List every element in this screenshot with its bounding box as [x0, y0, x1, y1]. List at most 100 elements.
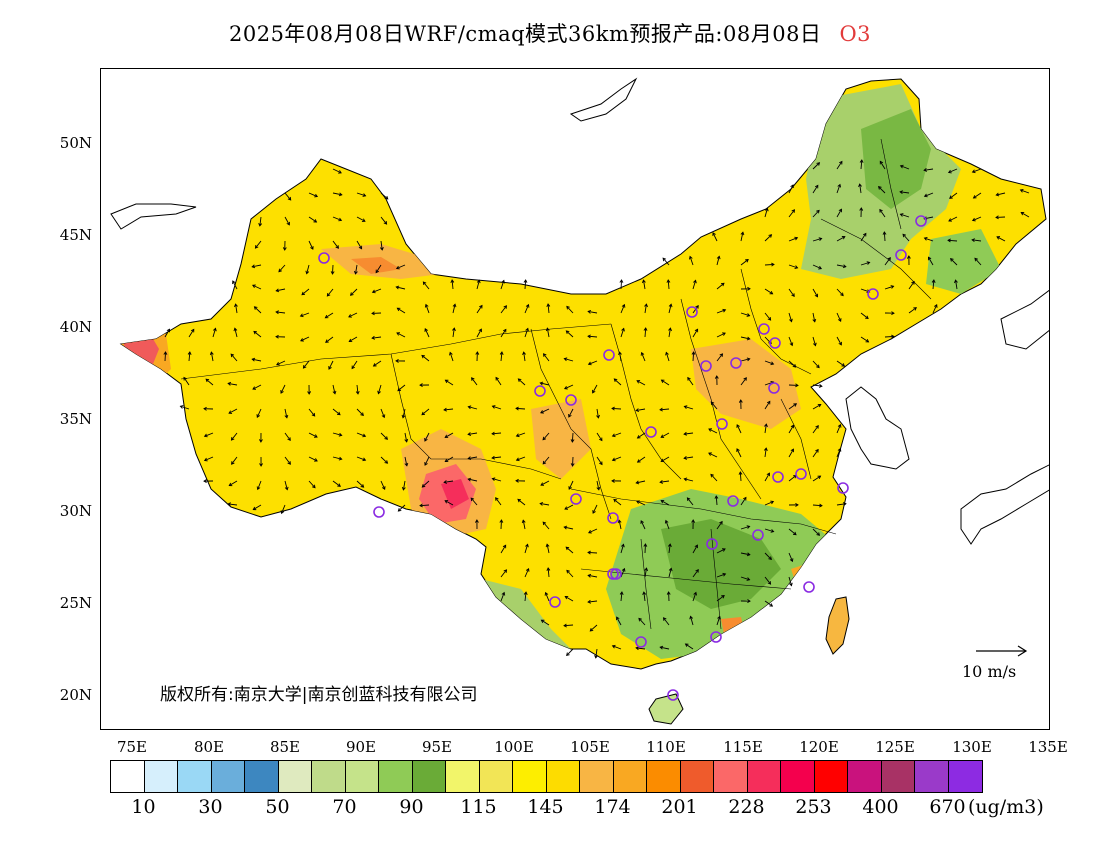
wind-arrow-head [794, 236, 799, 241]
wind-arrow [972, 239, 982, 242]
station-marker [915, 215, 927, 227]
wind-arrow-head [522, 351, 526, 356]
wind-arrow-head [789, 318, 793, 323]
wind-arrow-head [746, 336, 751, 341]
wind-arrow [860, 159, 863, 170]
wind-arrow [687, 497, 694, 506]
wind-arrow-head [379, 246, 384, 251]
wind-arrow [708, 428, 718, 434]
wind-arrow [684, 456, 694, 459]
wind-arrow [640, 520, 646, 530]
wind-arrow [328, 360, 334, 370]
wind-arrow-head [205, 378, 210, 383]
concentration-map [110, 77, 1049, 725]
wind-arrow-head [766, 400, 771, 405]
wind-arrow [710, 474, 718, 482]
wind-arrow-head [621, 327, 625, 332]
colorbar [110, 760, 983, 793]
wind-arrow [308, 216, 317, 223]
wind-arrow-head [302, 365, 307, 369]
wind-arrow-head [563, 385, 568, 390]
wind-arrow [812, 210, 820, 218]
wind-arrow-head [499, 519, 504, 523]
wind-arrow [740, 336, 750, 340]
wind-arrow-head [858, 183, 862, 188]
wind-arrow-head [694, 544, 698, 549]
wind-arrow [879, 161, 886, 170]
wind-arrow-head [599, 461, 603, 466]
wind-arrow-head [722, 332, 726, 336]
wind-arrow-head [313, 219, 318, 223]
wind-arrow [764, 312, 771, 321]
wind-arrow [643, 280, 646, 290]
wind-arrow [859, 184, 862, 194]
wind-arrow [516, 456, 526, 461]
colorbar-swatch [245, 761, 279, 792]
wind-arrow [836, 336, 842, 346]
station-marker [603, 349, 615, 361]
wind-arrow-head [859, 159, 864, 163]
wind-arrow-head [694, 328, 699, 333]
wind-arrow [812, 360, 820, 368]
wind-arrow-head [338, 456, 343, 461]
wind-arrow [788, 312, 792, 322]
wind-arrow-head [764, 207, 769, 212]
wind-arrow [452, 304, 456, 314]
colorbar-swatch [345, 761, 379, 792]
wind-arrow-head [611, 457, 616, 462]
wind-arrow [348, 312, 358, 318]
wind-arrow [332, 240, 339, 249]
wind-arrow [716, 573, 726, 578]
wind-arrow-head [253, 306, 258, 310]
wind-arrow-head [286, 221, 290, 226]
wind-arrow [452, 328, 455, 338]
wind-arrow [254, 306, 262, 314]
wind-arrow-head [611, 433, 616, 438]
wind-arrow-head [325, 339, 329, 343]
wind-arrow [812, 528, 820, 536]
wind-arrow [788, 209, 795, 218]
wind-arrow [500, 280, 505, 290]
wind-arrow-head [232, 280, 236, 285]
wind-arrow [228, 503, 238, 506]
wind-arrow-head [570, 439, 575, 443]
wind-arrow-head [662, 617, 667, 621]
wind-arrow [764, 528, 774, 533]
station-marker [373, 506, 385, 518]
wind-arrow [545, 592, 550, 602]
wind-arrow [716, 256, 720, 266]
wind-arrow [684, 406, 694, 410]
colorbar-tick-label: 174 [594, 796, 631, 818]
wind-arrow-head [275, 310, 279, 315]
wind-arrow-head [539, 501, 544, 506]
wind-arrow-head [570, 463, 575, 467]
wind-arrow [229, 480, 238, 486]
wind-arrow-head [771, 262, 775, 267]
colorbar-swatch [647, 761, 681, 792]
wind-arrow [500, 569, 507, 578]
wind-arrow-head [256, 414, 261, 418]
wind-arrow-head [837, 423, 842, 428]
wind-arrow [564, 384, 574, 390]
wind-arrow [325, 312, 334, 319]
wind-arrow [252, 264, 262, 268]
wind-arrow-head [814, 293, 819, 298]
wind-arrow-head [621, 567, 626, 572]
wind-arrow-head [660, 500, 665, 504]
wind-arrow-head [328, 366, 332, 370]
wind-arrow-head [540, 482, 545, 486]
wind-arrow-head [839, 160, 843, 165]
wind-arrow [306, 264, 310, 274]
wind-arrow [308, 480, 316, 488]
wind-arrow [788, 475, 797, 482]
wind-arrow-head [515, 433, 520, 438]
wind-arrow-head [1020, 211, 1025, 216]
wind-arrow [566, 306, 574, 314]
wind-arrow [571, 432, 574, 443]
wind-arrow [883, 231, 886, 242]
wind-arrow [764, 424, 767, 434]
wind-arrow-head [313, 434, 318, 438]
wind-arrow [928, 257, 934, 266]
wind-arrow-head [545, 543, 550, 548]
wind-arrow [947, 239, 958, 242]
